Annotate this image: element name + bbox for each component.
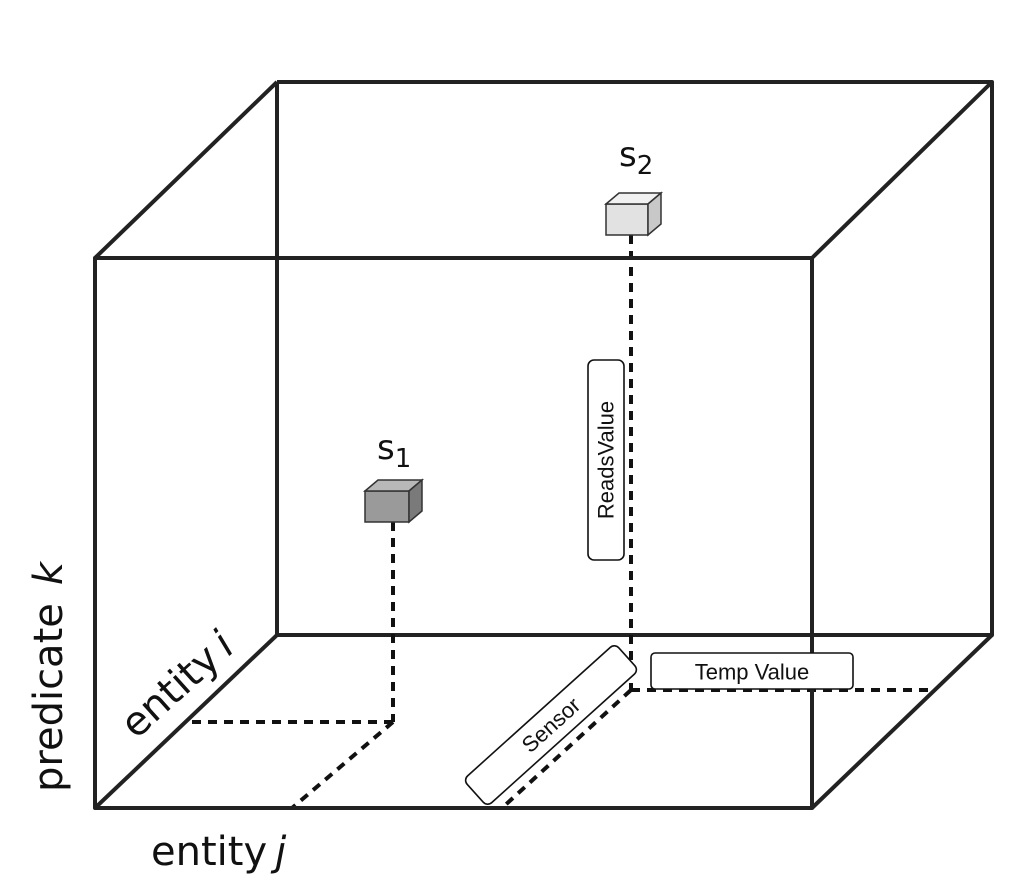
reads-value-label: ReadsValue [587,359,625,561]
cube-front-face [93,256,814,810]
s1-cube-icon [362,478,425,524]
axis-label-predicate-k: predicatek [26,560,72,792]
cube-edge-bottom-left [93,633,279,810]
temp-value-label: Temp Value [650,652,854,690]
axis-label-entity-j: entity j [151,829,287,875]
sensor-label: Sensor [464,645,638,805]
s2-label: s2 [619,135,653,181]
s1-projection-j [290,720,395,810]
s1-label: s1 [377,428,411,474]
cube-edge-top-left [93,80,279,260]
cube-edge-bottom-right [810,633,994,810]
s2-projection-j [500,688,633,810]
temp-value-text: Temp Value [695,660,810,685]
s2-cube-icon [603,191,664,237]
reads-value-text: ReadsValue [594,401,619,519]
cube-edge-top-right [810,80,994,260]
